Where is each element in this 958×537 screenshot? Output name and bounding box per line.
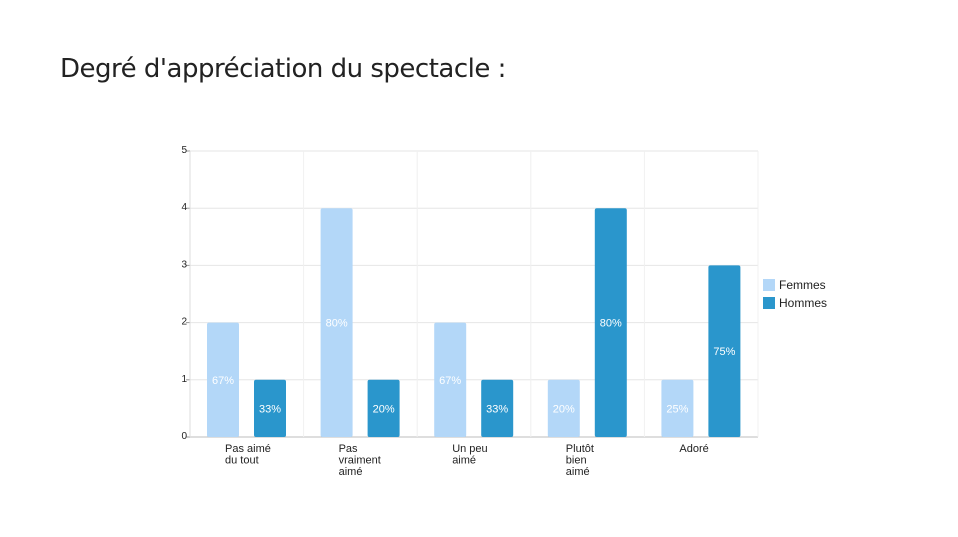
bar-data-label: 67% (439, 375, 461, 387)
bar-hommes (708, 265, 741, 437)
x-category-label: du tout (225, 455, 259, 467)
bar-data-label: 25% (666, 403, 688, 415)
bar-femmes (207, 322, 239, 437)
bar-femmes (434, 322, 467, 437)
bar-data-label: 75% (713, 346, 735, 358)
x-category-label: Pas aimé (225, 443, 271, 455)
legend-label: Hommes (779, 296, 827, 310)
y-tick-label: 0 (181, 431, 187, 442)
bar-hommes (481, 379, 514, 437)
legend-swatch-hommes (763, 297, 775, 309)
y-tick-label: 4 (181, 202, 187, 213)
bar-hommes (254, 379, 286, 437)
bar-hommes (367, 379, 400, 437)
bar-hommes (594, 208, 627, 437)
bar-data-label: 33% (486, 403, 508, 415)
bar-data-label: 33% (259, 403, 281, 415)
bar-femmes (547, 379, 580, 437)
bar-femmes (661, 379, 694, 437)
legend-swatch-femmes (763, 279, 775, 291)
legend-label: Femmes (779, 278, 826, 292)
x-category-label: Un peu (452, 443, 487, 455)
chart-title: Degré d'appréciation du spectacle : (60, 54, 506, 84)
x-category-label: Pas (339, 443, 358, 455)
x-category-label: aimé (566, 466, 590, 478)
x-category-label: Adoré (679, 443, 708, 455)
y-tick-label: 1 (181, 374, 187, 385)
y-tick-label: 5 (181, 145, 187, 156)
bar-data-label: 20% (553, 403, 575, 415)
bar-femmes (320, 208, 353, 437)
bar-data-label: 20% (373, 403, 395, 415)
x-category-label: bien (566, 455, 587, 467)
x-category-label: aimé (452, 455, 476, 467)
y-tick-label: 2 (181, 317, 187, 328)
bar-data-label: 80% (600, 318, 622, 330)
x-category-label: vraiment (339, 455, 381, 467)
y-tick-label: 3 (181, 259, 187, 270)
x-category-label: aimé (339, 466, 363, 478)
x-category-label: Plutôt (566, 443, 594, 455)
bar-data-label: 67% (212, 375, 234, 387)
bar-data-label: 80% (326, 318, 348, 330)
